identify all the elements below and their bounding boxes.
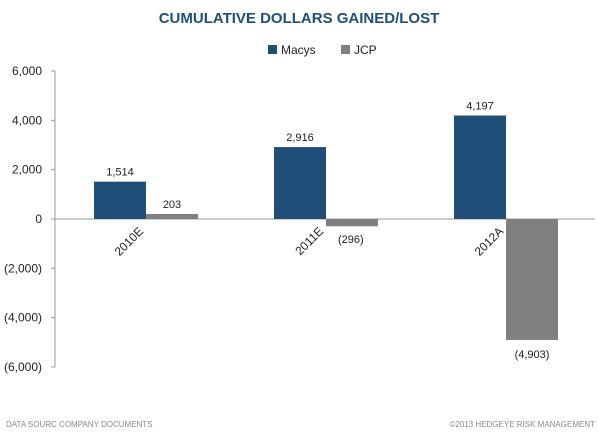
data-label-macys-2010e: 1,514 xyxy=(106,167,134,179)
bar-macys-2010e xyxy=(94,181,146,219)
data-source-note: DATA SOURC COMPANY DOCUMENTS xyxy=(6,420,153,429)
y-tick-label: 0 xyxy=(35,212,42,226)
data-labels: 1,514 203 2,916 (296) 4,197 (4,903) xyxy=(106,100,549,360)
category-labels: 2010E 2011E 2012A xyxy=(112,224,506,258)
y-tick-label: 2,000 xyxy=(12,163,42,177)
y-axis-ticks: 6,000 4,000 2,000 0 (2,000) (4,000) (6,000) xyxy=(4,64,55,374)
legend: Macys JCP xyxy=(268,43,377,57)
category-label-2011e: 2011E xyxy=(292,224,326,258)
legend-swatch-macys xyxy=(268,45,277,54)
bar-macys-2012a xyxy=(454,115,506,219)
bar-macys-2011e xyxy=(274,147,326,219)
data-label-macys-2011e: 2,916 xyxy=(286,132,314,144)
bar-jcp-2010e xyxy=(146,213,198,219)
y-tick-label: 6,000 xyxy=(12,64,42,78)
category-label-2010e: 2010E xyxy=(112,224,146,258)
y-tick-label: (6,000) xyxy=(4,360,42,374)
data-label-jcp-2011e: (296) xyxy=(338,234,364,246)
chart-title: CUMULATIVE DOLLARS GAINED/LOST xyxy=(159,10,440,27)
legend-swatch-jcp xyxy=(341,45,350,54)
copyright-note: ©2013 HEDGEYE RISK MANAGEMENT xyxy=(450,420,596,429)
bar-jcp-2011e xyxy=(326,219,378,227)
data-label-macys-2012a: 4,197 xyxy=(466,100,494,112)
legend-label-macys: Macys xyxy=(281,43,316,57)
y-tick-label: (2,000) xyxy=(4,261,42,275)
legend-label-jcp: JCP xyxy=(354,43,377,57)
bars xyxy=(94,115,558,340)
y-tick-label: 4,000 xyxy=(12,113,42,127)
bar-jcp-2012a xyxy=(506,219,558,340)
category-label-2012a: 2012A xyxy=(472,224,506,258)
y-tick-label: (4,000) xyxy=(4,311,42,325)
data-label-jcp-2012a: (4,903) xyxy=(515,349,550,361)
data-label-jcp-2010e: 203 xyxy=(163,199,181,211)
